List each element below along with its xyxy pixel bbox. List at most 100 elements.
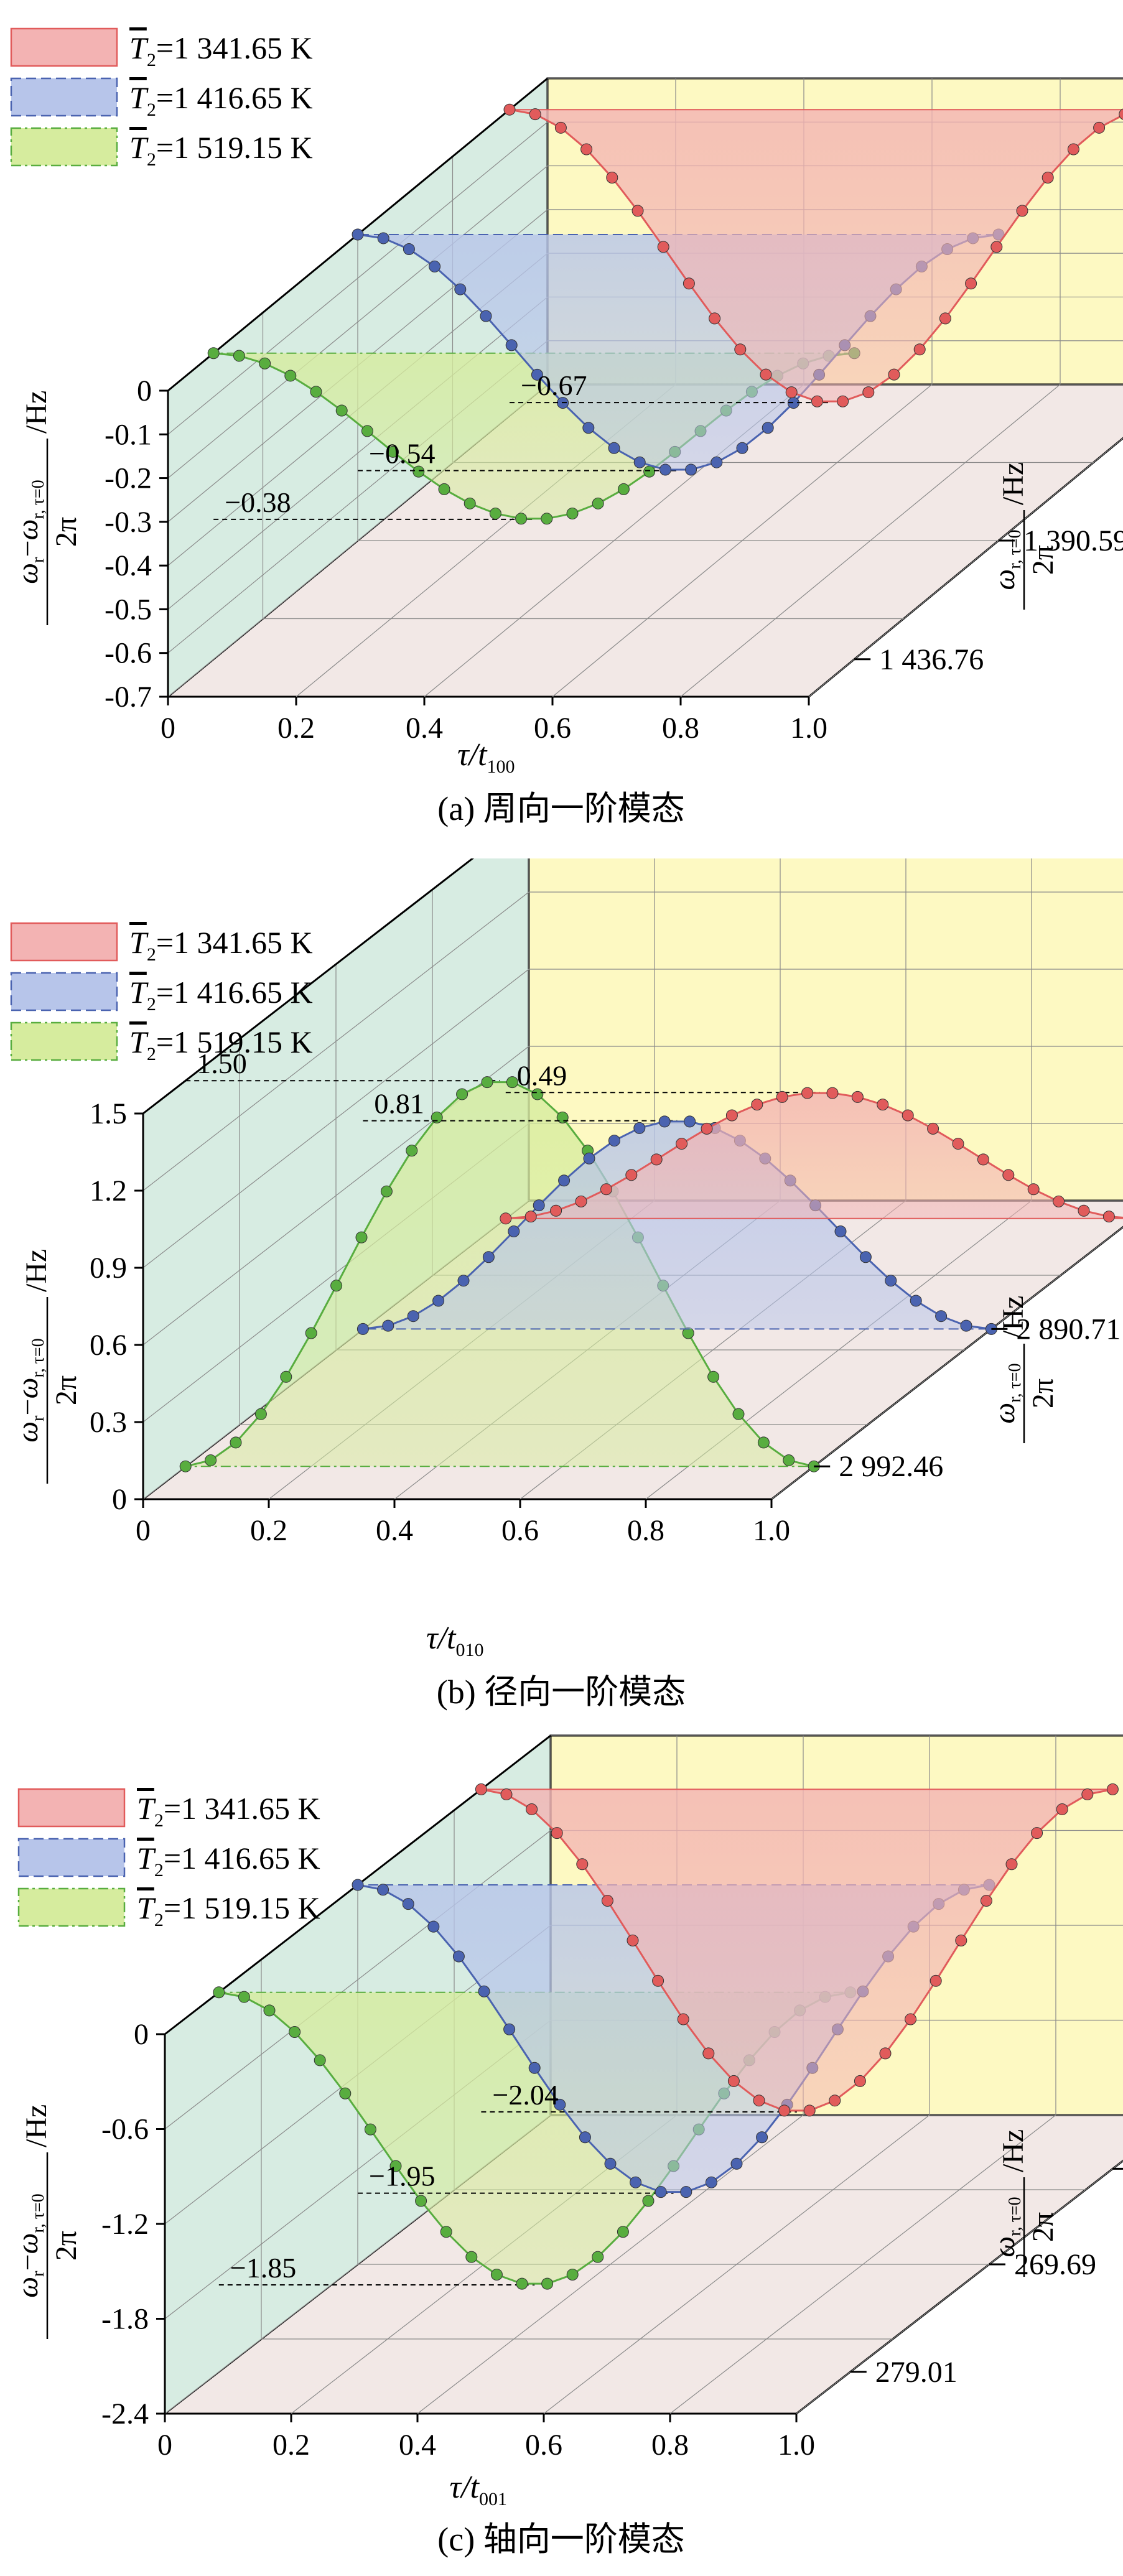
data-point [655,2186,667,2198]
y-label-unit: /Hz [20,2104,53,2147]
z-axis-label: ωr, τ=0 2π/Hz [988,1296,1060,1443]
extreme-label: −2.04 [492,2079,558,2111]
data-point [709,312,721,325]
data-point [230,1436,242,1449]
z-tick-label: 279.01 [875,2356,958,2389]
z-tick-label: 1 436.76 [879,643,984,676]
data-point [1119,108,1123,120]
legend-label: T2=1 341.65 K [129,30,313,70]
z-tick-label: 1 390.59 [1023,524,1123,557]
data-point [955,1934,967,1946]
y-tick-label: -0.2 [105,462,152,495]
z-label-unit: /Hz [997,2129,1030,2172]
data-point [330,1280,343,1292]
grid-line-z [262,312,904,620]
legend-swatch [17,1887,126,1927]
z-label-unit: /Hz [997,462,1030,505]
data-point [617,483,630,495]
z-label-numerator: ωr, τ=0 [988,529,1025,590]
data-point [837,395,849,407]
data-point [478,1985,490,1997]
data-point [736,442,748,454]
data-point [778,2104,791,2117]
data-point [939,312,951,325]
data-point [339,2087,352,2099]
data-point [415,2195,427,2207]
data-point [1081,1788,1094,1801]
series-line [481,1788,1113,2112]
data-point [465,2251,478,2263]
data-point [633,1122,646,1134]
data-point [888,368,900,381]
x-tick-label: 1.0 [753,1514,790,1547]
x-tick-label: 0.8 [627,1514,664,1547]
data-point [475,1783,487,1795]
data-point [990,241,1003,253]
grid-line-z [357,235,999,541]
data-point [1002,1169,1015,1181]
data-point [676,1138,688,1150]
data-point [829,2095,841,2107]
y-tick-label: -0.3 [105,506,152,539]
z-axis-label: ωr, τ=0 2π/Hz [988,2129,1060,2277]
data-point [960,1319,972,1332]
data-point [935,1310,948,1323]
grid-line-x [669,1736,1056,2414]
data-point [913,343,926,356]
data-point [305,1327,317,1339]
data-point [854,2075,866,2087]
extreme-label: 0.81 [374,1088,424,1120]
z-label-denominator: 2π [1027,545,1060,575]
caption: (b) 径向一阶模态 [437,1673,686,1711]
legend-label: T2=1 416.65 K [137,1841,320,1881]
data-point [756,2131,768,2144]
z-label-denominator: 2π [1027,2212,1060,2242]
data-point [980,1895,992,1907]
data-point [516,2277,528,2290]
data-point [762,422,774,434]
data-point [652,1974,664,1987]
data-point [335,404,348,417]
data-point [500,1788,513,1801]
data-point [280,1370,292,1383]
data-point [500,1212,512,1225]
data-point [515,513,528,525]
data-point [730,2157,743,2170]
series-line [185,1081,814,1467]
data-point [617,2226,629,2238]
data-point [902,1109,914,1122]
box-edge-top [142,858,475,1115]
data-point [760,368,772,381]
data-point [377,1884,389,1896]
data-point [576,1858,589,1871]
x-tick-label: 0 [136,1514,151,1547]
extreme-label: −1.85 [230,2252,296,2284]
data-point [556,1111,569,1123]
data-point [803,2104,816,2117]
data-point [905,2013,917,2025]
legend-label: T2=1 519.15 K [129,130,313,170]
legend-swatch [10,972,118,1011]
data-point [601,1895,613,1907]
data-point [531,368,543,381]
data-point [361,425,373,437]
data-point [642,2195,655,2207]
data-point [583,1152,595,1165]
legend-swatch [10,1021,118,1061]
z-label-numerator: ωr, τ=0 [988,2197,1025,2257]
data-point [783,1454,795,1466]
data-point [785,386,798,399]
data-point [657,241,669,253]
y-tick-label: 0.9 [90,1252,127,1285]
data-point [630,2176,642,2188]
data-point [862,386,875,399]
data-point [566,507,579,519]
panel-circumferential: −0.381 436.76−0.541 390.59−0.671 353.500… [0,0,1123,858]
y-tick-label: -0.6 [101,2113,149,2146]
data-point [431,1111,443,1123]
data-point [387,445,399,458]
data-point [575,1195,587,1207]
data-point [480,310,492,322]
data-point [403,243,415,255]
grid-line-x [680,78,1061,697]
